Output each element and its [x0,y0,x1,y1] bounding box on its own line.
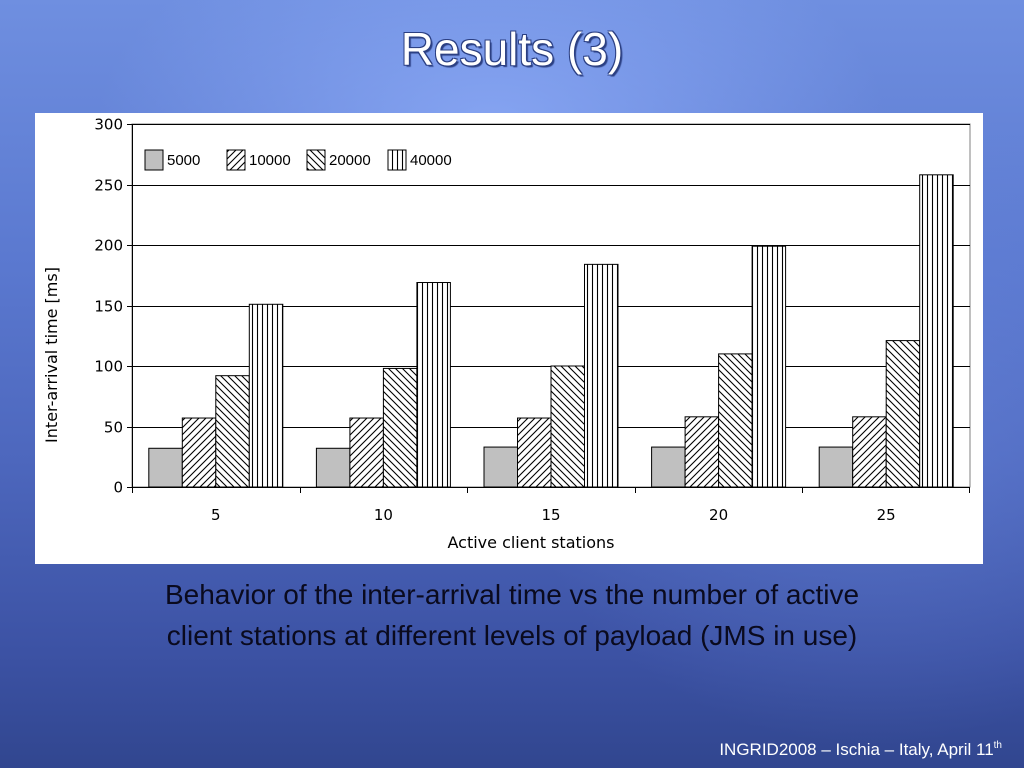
footer-superscript: th [993,740,1002,751]
legend-swatch-40000 [387,149,407,171]
bar-10000-20 [684,416,720,488]
bar-20000-5 [215,375,250,488]
caption-line-2: client stations at different levels of p… [166,620,858,651]
bar-10000-25 [852,416,887,488]
bar-20000-25 [885,340,921,488]
bar-40000-15 [584,263,619,488]
x-tick-label-5: 5 [211,506,221,524]
caption-line-1: Behavior of the inter-arrival time vs th… [164,579,860,610]
y-tick-label-300: 300 [94,116,123,134]
y-tick-label-50: 50 [104,419,123,437]
bar-20000-15 [550,365,585,488]
x-tick-label-25: 25 [877,506,896,524]
bar-20000-10 [382,367,418,488]
legend-swatch-5000 [144,149,164,171]
bar-40000-20 [751,245,787,488]
axes: 0 50 100 150 200 250 300 5 10 15 20 25 [94,116,970,524]
y-tick-label-200: 200 [94,237,123,255]
chart-panel: 0 50 100 150 200 250 300 5 10 15 20 25 5000 10000 200… [35,113,983,564]
bar-5000-20 [651,446,686,488]
legend-swatch-10000 [226,149,246,171]
bar-10000-10 [349,417,384,488]
bar-20000-20 [718,353,753,488]
x-tick-label-15: 15 [541,506,560,524]
bar-5000-10 [315,447,351,488]
slide-caption: Behavior of the inter-arrival time vs th… [60,574,964,656]
bar-10000-15 [517,417,552,488]
y-tick-label-0: 0 [113,479,123,497]
bar-40000-25 [919,174,954,488]
x-tick-label-10: 10 [374,506,393,524]
bar-5000-5 [148,447,183,488]
y-axis-title: Inter-arrival time [ms] [42,267,61,443]
slide-footer: INGRID2008 – Ischia – Italy, April 11th [719,740,1002,760]
y-tick-label-150: 150 [94,298,123,316]
bar-chart: 0 50 100 150 200 250 300 5 10 15 20 25 5000 10000 200… [42,116,971,552]
y-tick-label-100: 100 [94,358,123,376]
x-axis-title: Active client stations [447,533,614,552]
bar-40000-10 [416,282,451,488]
bars [148,174,954,488]
bar-40000-5 [248,303,284,488]
x-tick-label-20: 20 [709,506,728,524]
legend-label-20000: 20000 [329,152,371,169]
legend-label-40000: 40000 [410,152,452,169]
bar-5000-15 [483,446,518,488]
y-tick-label-250: 250 [94,177,123,195]
slide-title: Results (3) [400,23,624,75]
footer-text: INGRID2008 – Ischia – Italy, April 11 [719,740,994,759]
legend: 5000 10000 20000 40000 [144,149,452,171]
legend-label-10000: 10000 [249,152,291,169]
legend-swatch-20000 [306,149,326,171]
bar-5000-25 [818,446,854,488]
bar-10000-5 [181,417,217,488]
legend-label-5000: 5000 [167,152,200,169]
